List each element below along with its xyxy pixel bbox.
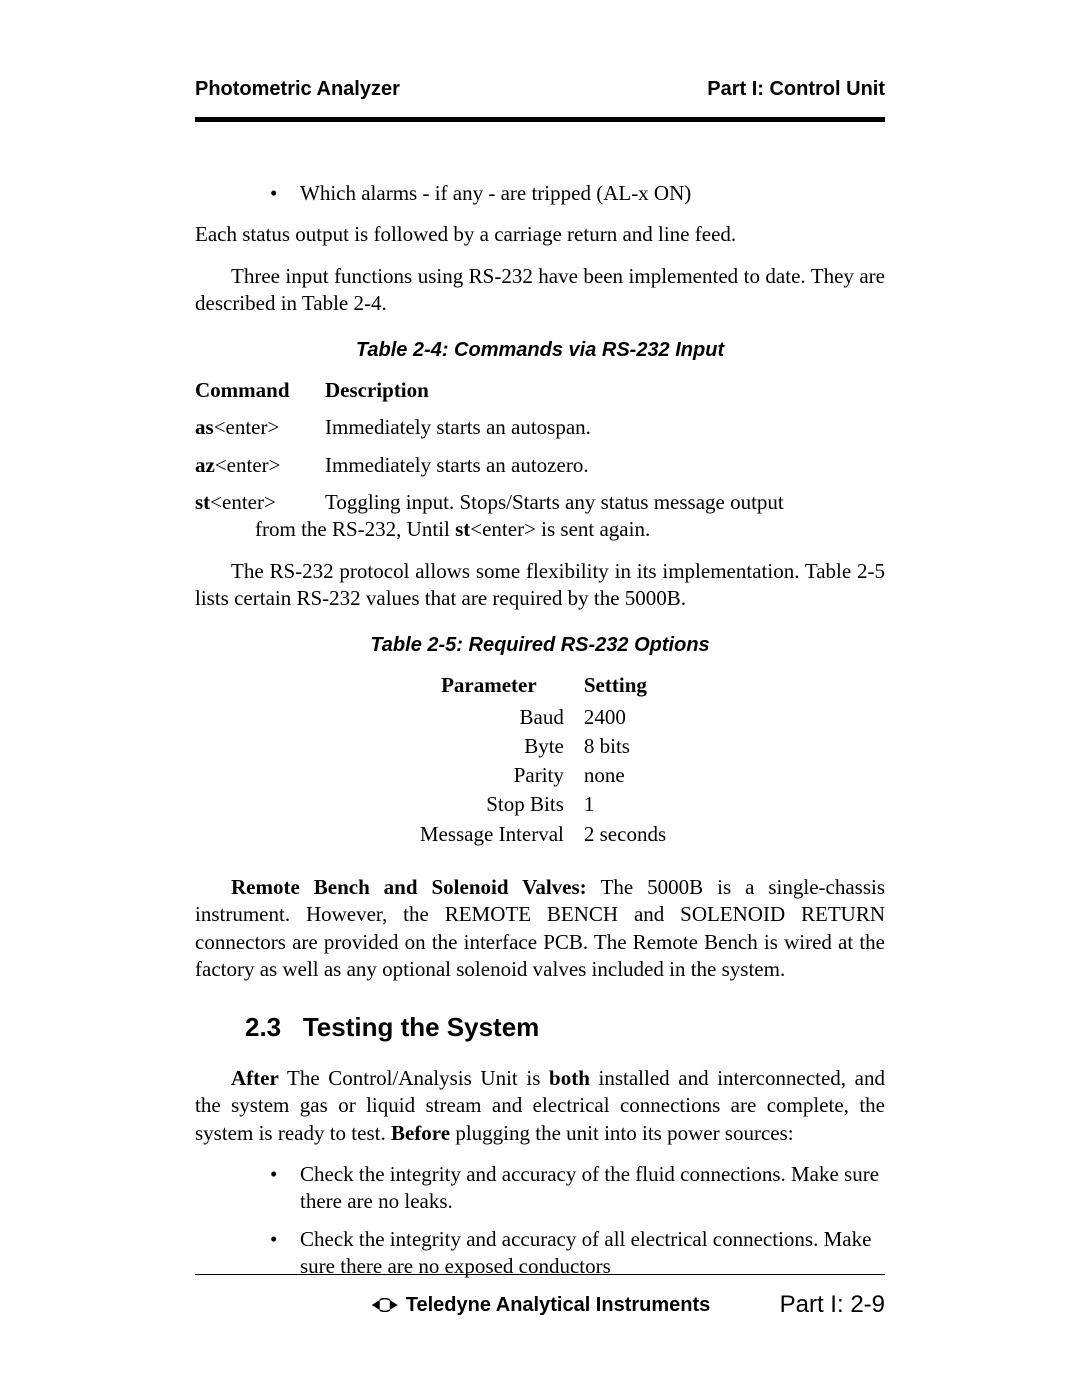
table-2-4: Command Description as<enter> Immediatel… bbox=[195, 377, 885, 543]
col-description: Description bbox=[325, 377, 429, 404]
col-command: Command bbox=[195, 377, 325, 404]
table-2-4-caption: Table 2-4: Commands via RS-232 Input bbox=[195, 337, 885, 363]
paragraph-rs232-protocol: The RS-232 protocol allows some flexibil… bbox=[195, 558, 885, 613]
cmd-cell: st<enter> bbox=[195, 489, 325, 516]
list-item: • Check the integrity and accuracy of th… bbox=[270, 1161, 885, 1216]
section-number: 2.3 bbox=[245, 1012, 281, 1042]
header-right: Part I: Control Unit bbox=[707, 78, 885, 101]
table-row: Paritynone bbox=[414, 762, 666, 789]
table-row: az<enter> Immediately starts an autozero… bbox=[195, 452, 885, 479]
desc-cell-line2: from the RS-232, Until st<enter> is sent… bbox=[255, 516, 885, 543]
page-header: Photometric Analyzer Part I: Control Uni… bbox=[195, 78, 885, 101]
page-footer: Teledyne Analytical Instruments Part I: … bbox=[195, 1274, 885, 1320]
list-item: • Check the integrity and accuracy of al… bbox=[270, 1226, 885, 1281]
table-row: st<enter> Toggling input. Stops/Starts a… bbox=[195, 489, 885, 544]
section-title: Testing the System bbox=[303, 1012, 539, 1042]
desc-cell: Immediately starts an autozero. bbox=[325, 452, 589, 479]
table-2-5-caption: Table 2-5: Required RS-232 Options bbox=[195, 632, 885, 658]
check-list: • Check the integrity and accuracy of th… bbox=[270, 1161, 885, 1280]
bullet-icon: • bbox=[270, 1226, 300, 1281]
paragraph-status-output: Each status output is followed by a carr… bbox=[195, 221, 885, 248]
desc-cell-line1: Toggling input. Stops/Starts any status … bbox=[325, 489, 784, 516]
footer-brand: Teledyne Analytical Instruments bbox=[370, 1294, 711, 1317]
cmd-cell: as<enter> bbox=[195, 414, 325, 441]
cmd-cell: az<enter> bbox=[195, 452, 325, 479]
table-2-5: Parameter Setting Baud2400 Byte8 bits Pa… bbox=[414, 672, 666, 848]
header-left: Photometric Analyzer bbox=[195, 78, 400, 101]
header-rule bbox=[195, 117, 885, 122]
section-heading: 2.3 Testing the System bbox=[245, 1011, 885, 1045]
table-row: Stop Bits1 bbox=[414, 791, 666, 818]
col-setting: Setting bbox=[584, 672, 647, 699]
bullet-icon: • bbox=[270, 180, 300, 207]
intro-bullet: •Which alarms - if any - are tripped (AL… bbox=[270, 180, 885, 207]
teledyne-logo-icon bbox=[370, 1298, 400, 1312]
col-parameter: Parameter bbox=[414, 672, 584, 699]
paragraph-input-functions: Three input functions using RS-232 have … bbox=[195, 263, 885, 318]
bullet-icon: • bbox=[270, 1161, 300, 1216]
desc-cell: Immediately starts an autospan. bbox=[325, 414, 591, 441]
table-row: as<enter> Immediately starts an autospan… bbox=[195, 414, 885, 441]
footer-rule bbox=[195, 1274, 885, 1276]
table-row: Message Interval2 seconds bbox=[414, 821, 666, 848]
table-2-4-header: Command Description bbox=[195, 377, 885, 404]
page-number: Part I: 2-9 bbox=[780, 1291, 885, 1319]
table-2-5-header: Parameter Setting bbox=[414, 672, 666, 699]
body-content: •Which alarms - if any - are tripped (AL… bbox=[195, 180, 885, 1280]
paragraph-remote-bench: Remote Bench and Solenoid Valves: The 50… bbox=[195, 874, 885, 983]
intro-bullet-text: Which alarms - if any - are tripped (AL-… bbox=[300, 181, 691, 205]
paragraph-after: After The Control/Analysis Unit is both … bbox=[195, 1065, 885, 1147]
table-row: Byte8 bits bbox=[414, 733, 666, 760]
table-row: Baud2400 bbox=[414, 704, 666, 731]
